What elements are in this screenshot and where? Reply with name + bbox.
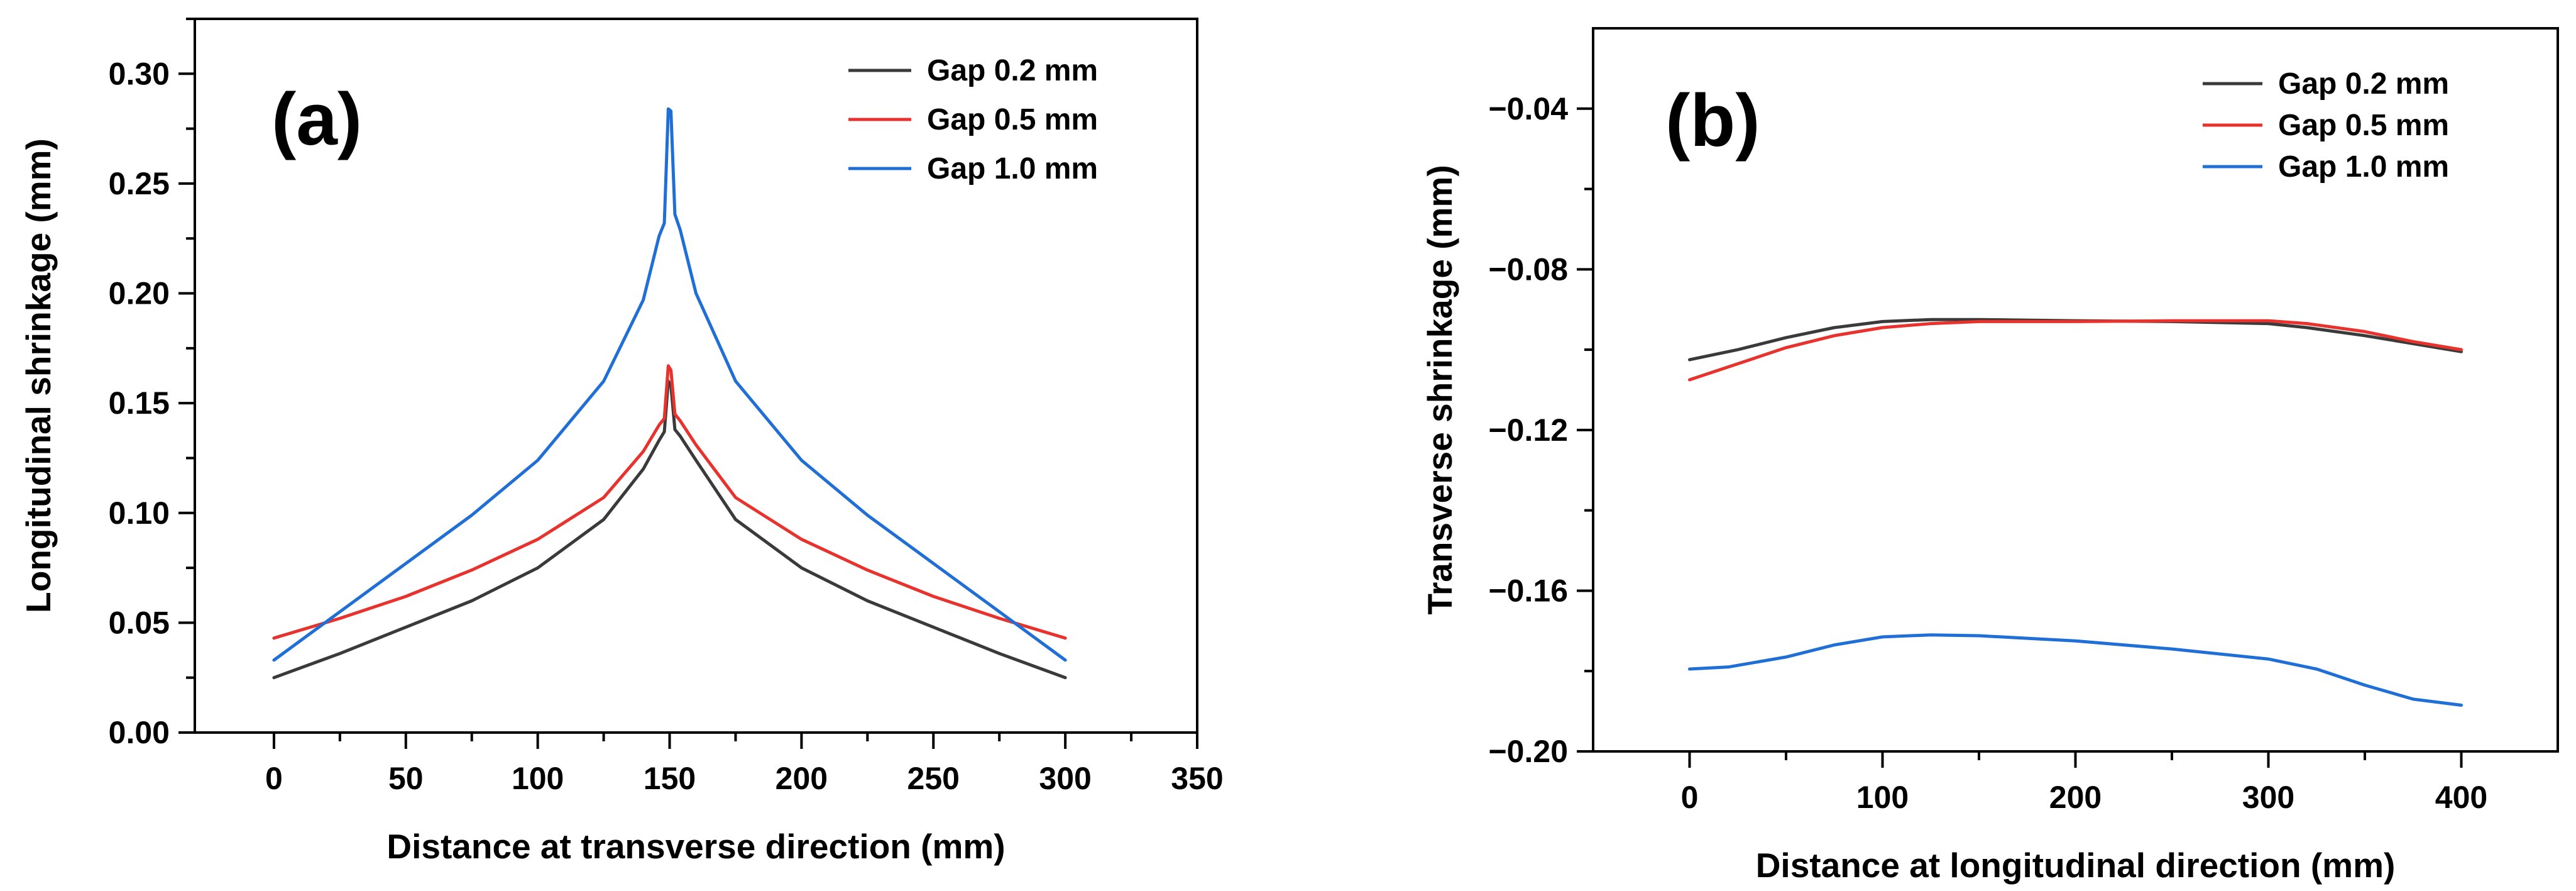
panel-b-x-tick-label: 200 [2049,780,2102,815]
panel-a-x-tick-label: 250 [907,761,960,796]
panel-b-x-tick-label: 0 [1681,780,1699,815]
panel-a-panel-tag: (a) [271,78,362,161]
panel-a-y-axis-title: Longitudinal shrinkage (mm) [19,138,58,613]
panel-a-y-tick-label: 0.00 [109,715,170,750]
panel-a-x-tick-label: 300 [1039,761,1091,796]
panel-a-legend-label-1: Gap 0.2 mm [927,54,1098,87]
panel-b-series-line-1 [1688,318,2463,362]
panel-b-y-tick-label: −0.20 [1488,734,1568,769]
panel-b-x-tick-label: 400 [2435,780,2487,815]
panel-a-series-line-1 [272,379,1067,680]
panel-a-x-tick-label: 0 [265,761,283,796]
panel-b-x-axis-title: Distance at longitudinal direction (mm) [1756,846,2396,885]
panel-a-y-tick-label: 0.15 [109,385,170,421]
panel-b-y-tick-label: −0.04 [1488,91,1568,126]
panel-b-x-tick-label: 300 [2242,780,2294,815]
panel-b: 0 100 200 300 400 −0.20 −0.16 −0.12 −0.08 −0.04 Di… [1420,27,2559,885]
panel-a: 0 50 100 150 200 250 300 350 0.00 0.05 0.10 0.15 0.2… [19,18,1224,866]
panel-a-y-tick-label: 0.05 [109,605,170,640]
panel-b-series-line-2 [1688,319,2463,382]
panel-a-x-tick-label: 50 [388,761,424,796]
panel-b-x-tick-label: 100 [1856,780,1909,815]
panel-a-plot-frame [194,18,1198,734]
panel-a-x-tick-label: 150 [644,761,696,796]
panel-b-y-tick-label: −0.08 [1488,252,1568,287]
panel-b-y-tick-label: −0.16 [1488,573,1568,608]
panel-a-legend-label-2: Gap 0.5 mm [927,103,1098,136]
panel-a-x-tick-label: 350 [1171,761,1223,796]
panel-b-series-line-3 [1688,633,2463,707]
panel-b-legend-label-1: Gap 0.2 mm [2278,67,2449,101]
panel-b-y-tick-label: −0.12 [1488,412,1568,448]
panel-a-y-tick-label: 0.10 [109,495,170,531]
panel-a-x-tick-label: 100 [512,761,564,796]
panel-a-y-tick-label: 0.25 [109,166,170,201]
panel-a-x-axis-title: Distance at transverse direction (mm) [386,827,1005,866]
panel-b-y-axis-title: Transverse shrinkage (mm) [1420,165,1459,614]
panel-a-legend-label-3: Gap 1.0 mm [927,152,1098,185]
panel-b-legend-label-2: Gap 0.5 mm [2278,109,2449,142]
panel-a-y-tick-label: 0.20 [109,276,170,311]
panel-b-legend-label-3: Gap 1.0 mm [2278,150,2449,184]
panel-b-panel-tag: (b) [1665,79,1760,162]
panel-a-x-tick-label: 200 [776,761,828,796]
panel-a-series-line-2 [272,364,1067,640]
panel-a-y-tick-label: 0.30 [109,56,170,91]
panel-a-series-line-3 [272,107,1067,662]
